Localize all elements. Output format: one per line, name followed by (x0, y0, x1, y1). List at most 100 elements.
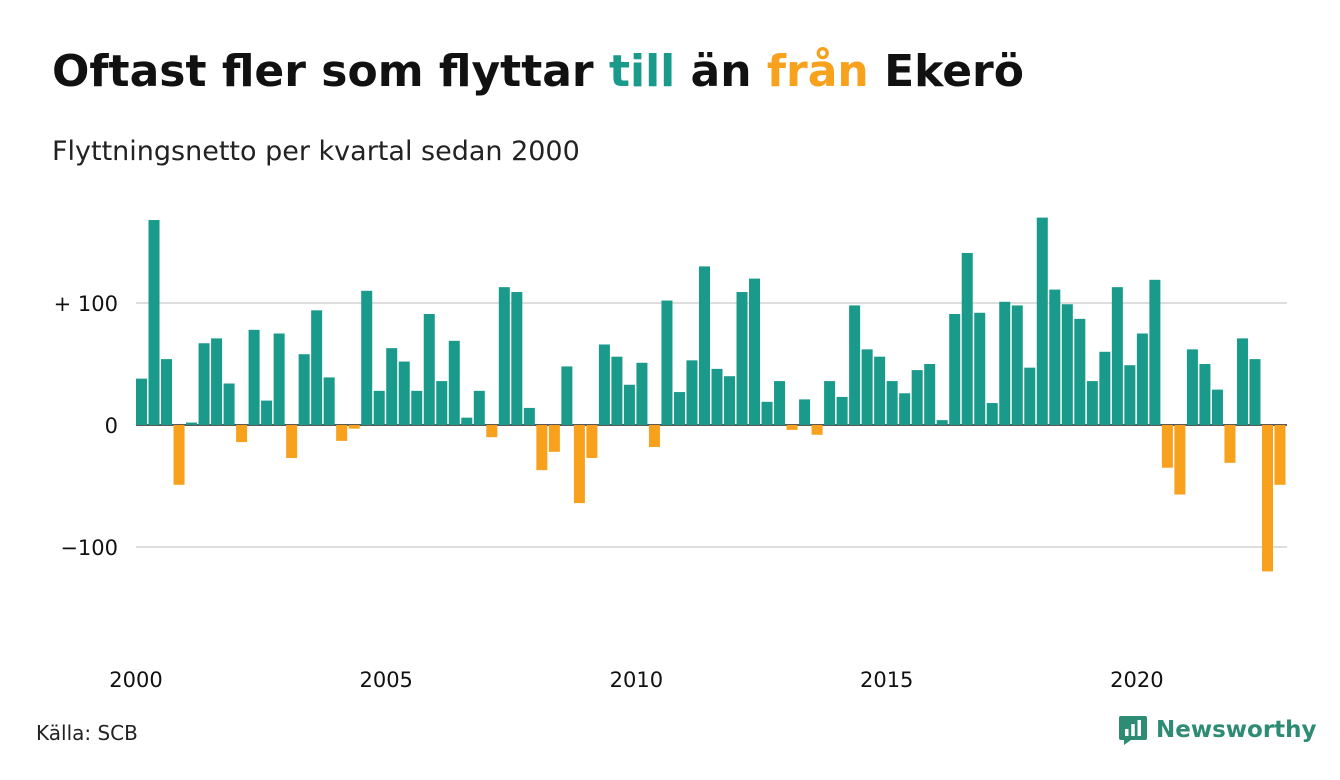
bar-positive (799, 399, 811, 425)
bar-positive (261, 400, 273, 425)
bar-positive (824, 381, 836, 425)
bar-positive (211, 338, 223, 425)
bar-positive (511, 292, 523, 425)
bar-positive (1186, 349, 1198, 425)
bar-positive (874, 356, 886, 425)
bar-positive (774, 381, 786, 425)
title-highlight-fran: från (766, 46, 869, 97)
bar-negative (548, 425, 560, 452)
bar-positive (911, 370, 923, 425)
title-part-3: Ekerö (868, 46, 1024, 97)
bar-positive (223, 383, 235, 425)
bar-negative (1161, 425, 1173, 468)
bar-positive (373, 390, 385, 425)
x-tick-label: 2010 (610, 668, 663, 692)
bar-positive (361, 290, 373, 425)
bar-positive (1199, 364, 1211, 425)
bar-positive (1211, 389, 1223, 425)
bars (136, 217, 1286, 572)
bar-positive (398, 361, 410, 425)
bar-positive (936, 420, 948, 425)
x-tick-label: 2015 (860, 668, 913, 692)
bar-positive (1099, 351, 1111, 425)
bar-negative (173, 425, 185, 485)
bar-positive (561, 366, 573, 425)
bar-positive (749, 278, 761, 425)
bar-positive (161, 359, 173, 425)
bar-positive (461, 417, 473, 425)
bar-positive (598, 344, 610, 425)
x-tick-label: 2020 (1110, 668, 1163, 692)
bar-negative (1274, 425, 1286, 485)
bar-positive (1149, 279, 1161, 425)
bar-positive (1074, 318, 1086, 425)
bar-positive (761, 401, 773, 425)
bar-positive (423, 313, 435, 425)
bar-positive (661, 300, 673, 425)
bar-positive (298, 354, 310, 425)
bar-positive (611, 356, 623, 425)
bar-positive (924, 364, 936, 425)
x-axis-tick-labels: 2000 2005 2010 2015 2020 (109, 668, 1163, 692)
title-part-1: Oftast fler som flyttar (52, 46, 609, 97)
bar-positive (724, 376, 736, 425)
x-tick-label: 2005 (359, 668, 412, 692)
bar-positive (698, 266, 710, 425)
bar-positive (974, 312, 986, 425)
title-part-2: än (675, 46, 767, 97)
bar-negative (786, 425, 798, 430)
bar-positive (836, 396, 848, 425)
bar-positive (849, 305, 861, 425)
newsworthy-logo-icon (1119, 716, 1147, 745)
bar-positive (1236, 338, 1248, 425)
bar-negative (1174, 425, 1186, 495)
bar-positive (323, 377, 335, 425)
bar-positive (273, 333, 285, 425)
bar-positive (1086, 381, 1098, 425)
bar-negative (586, 425, 598, 458)
bar-positive (673, 392, 685, 425)
bar-negative (348, 425, 360, 429)
y-tick-label: + 100 (54, 292, 118, 316)
bar-negative (648, 425, 660, 447)
bar-positive (636, 362, 648, 425)
bar-positive (1111, 287, 1123, 425)
y-tick-label: 0 (105, 414, 118, 438)
bar-positive (1136, 333, 1148, 425)
bar-positive (1061, 304, 1073, 425)
bar-negative (236, 425, 248, 443)
bar-negative (486, 425, 498, 438)
bar-positive (1124, 365, 1136, 425)
bar-negative (573, 425, 585, 504)
bar-positive (986, 403, 998, 425)
bar-positive (1011, 305, 1023, 425)
bar-positive (1049, 289, 1061, 425)
bar-positive (248, 329, 260, 425)
bar-positive (498, 287, 510, 425)
bar-positive (1024, 367, 1036, 425)
brand-logo: Newsworthy (1118, 712, 1317, 748)
y-tick-label: −100 (60, 536, 118, 560)
bar-positive (198, 343, 210, 425)
x-tick-label: 2000 (109, 668, 162, 692)
bar-positive (186, 422, 198, 425)
bar-negative (811, 425, 823, 435)
bar-negative (286, 425, 298, 458)
bar-negative (1224, 425, 1236, 463)
title-highlight-till: till (608, 46, 676, 97)
bar-positive (148, 220, 160, 425)
source-note: Källa: SCB (36, 721, 138, 745)
bar-positive (1036, 217, 1048, 425)
bar-positive (436, 381, 448, 425)
bar-positive (736, 292, 748, 425)
bar-positive (473, 390, 485, 425)
bar-positive (949, 313, 961, 425)
bar-positive (523, 407, 535, 425)
chart-subtitle: Flyttningsnetto per kvartal sedan 2000 (52, 136, 580, 167)
bar-positive (136, 378, 148, 425)
bar-positive (411, 390, 423, 425)
bar-positive (386, 348, 398, 425)
bar-negative (336, 425, 348, 441)
bar-positive (448, 340, 460, 425)
